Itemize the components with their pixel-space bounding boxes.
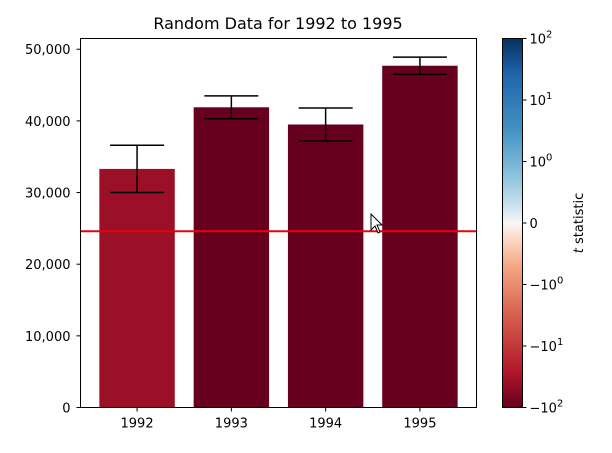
bar-1993 — [193, 107, 270, 408]
y-tick-label: 0 — [62, 402, 70, 417]
colorbar-label-suffix: statistic — [572, 193, 587, 248]
x-tick-label-1994: 1994 — [309, 417, 342, 432]
plot-frame — [80, 38, 477, 408]
colorbar-tick-label: 101 — [530, 91, 553, 109]
y-tick-label: 40,000 — [25, 115, 71, 130]
mouse-pointer-icon — [370, 213, 384, 234]
colorbar-tick-label: 100 — [530, 153, 553, 171]
colorbar — [502, 38, 523, 408]
colorbar-tick-label: −100 — [530, 276, 564, 294]
y-tick-label: 50,000 — [25, 43, 71, 58]
errorbars-layer — [110, 56, 447, 194]
y-tick-label: 10,000 — [25, 330, 71, 345]
x-axis: 1992 1993 1994 1995 — [121, 407, 436, 432]
colorbar-tick-label: 102 — [530, 30, 553, 48]
x-tick-label-1993: 1993 — [215, 417, 248, 432]
y-tick-label: 20,000 — [25, 258, 71, 273]
bar-1995 — [382, 65, 458, 408]
y-axis: 0 10,000 20,000 30,000 40,000 50,000 — [25, 43, 81, 417]
chart-title: Random Data for 1992 to 1995 — [153, 14, 402, 33]
colorbar-label: t statistic — [572, 193, 587, 253]
bar-1994 — [287, 124, 364, 408]
x-tick-label-1992: 1992 — [121, 417, 154, 432]
colorbar-label-prefix: t — [572, 247, 587, 253]
bars-layer — [99, 65, 458, 408]
x-tick-label-1995: 1995 — [403, 417, 436, 432]
colorbar-ticks: 102 101 100 0 −100 −101 −102 — [522, 30, 564, 417]
colorbar-tick-label: −102 — [530, 399, 564, 417]
colorbar-tick-label: 0 — [530, 217, 538, 232]
bar-1992 — [99, 168, 175, 408]
colorbar-tick-label: −101 — [530, 337, 564, 355]
y-tick-label: 30,000 — [25, 187, 71, 202]
